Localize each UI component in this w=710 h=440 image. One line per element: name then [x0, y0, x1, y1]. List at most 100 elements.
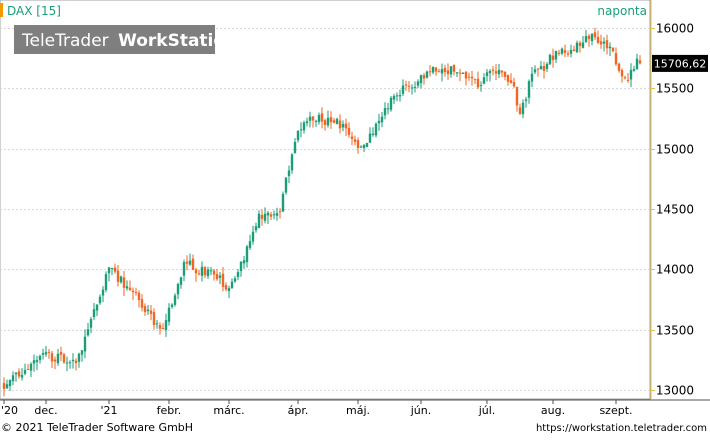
candle-body	[215, 274, 219, 280]
candle	[461, 72, 465, 74]
candle-body	[242, 260, 246, 264]
candle-body	[305, 121, 309, 124]
candle-body	[92, 309, 96, 318]
source-url-link[interactable]: https://workstation.teletrader.com	[536, 423, 707, 434]
candle-body	[188, 260, 192, 265]
candle	[5, 379, 9, 389]
candle	[23, 363, 27, 376]
candle-body	[497, 69, 501, 75]
candle-body	[614, 53, 618, 65]
candle	[506, 74, 510, 86]
candle	[320, 107, 324, 129]
candle-body	[245, 246, 249, 263]
candle-body	[104, 274, 108, 291]
candle-body	[308, 116, 312, 121]
period-label[interactable]: naponta	[597, 4, 647, 18]
candle	[632, 65, 636, 72]
candle-body	[602, 41, 606, 44]
candle-body	[515, 86, 519, 106]
candle	[479, 81, 483, 92]
candle	[56, 348, 60, 366]
candle-body	[521, 102, 525, 115]
candle-body	[251, 231, 255, 242]
candle-body	[236, 272, 240, 278]
candle-body	[416, 81, 420, 86]
candle	[77, 352, 81, 368]
candle-body	[458, 72, 462, 74]
candle	[227, 285, 231, 298]
x-tick-label: febr.	[157, 404, 182, 417]
candle	[431, 66, 435, 75]
candle-body	[59, 352, 63, 355]
candle	[389, 95, 393, 112]
last-price-box: 15706,62	[652, 54, 708, 72]
candle-body	[314, 120, 318, 122]
candle-body	[137, 292, 141, 301]
candle	[530, 67, 534, 88]
candle-body	[527, 81, 531, 98]
x-axis-tick-labels: '20 dec. '21 febr. márc. ápr. máj. jún. júl. aug.…	[1, 400, 633, 417]
candle	[557, 49, 561, 56]
y-tick-label: 15500	[656, 82, 694, 96]
candle-body	[467, 76, 471, 78]
candle	[200, 261, 204, 282]
symbol-label[interactable]: DAX [15]	[7, 4, 61, 18]
candle	[620, 68, 624, 83]
candle	[233, 276, 237, 283]
candle-body	[425, 71, 429, 78]
candles	[2, 27, 642, 397]
candle-body	[464, 71, 468, 79]
candle	[266, 210, 270, 224]
candle-body	[608, 46, 612, 49]
candle-body	[26, 368, 30, 370]
candle-body	[29, 363, 33, 371]
candle	[215, 269, 219, 281]
candle	[224, 282, 228, 292]
candle	[245, 244, 249, 268]
candle	[134, 287, 138, 296]
candle-body	[269, 214, 273, 217]
candle	[512, 77, 516, 88]
candle	[386, 102, 390, 115]
candle-body	[23, 370, 27, 374]
candle-body	[311, 116, 315, 121]
candle	[206, 266, 210, 280]
candle-body	[341, 123, 345, 128]
candle-body	[230, 281, 234, 289]
candle	[458, 68, 462, 82]
candle-body	[419, 75, 423, 84]
candle-body	[185, 261, 189, 264]
candle	[602, 37, 606, 52]
candle-body	[107, 267, 111, 274]
candle-body	[374, 123, 378, 136]
candle-body	[167, 307, 171, 322]
candle	[335, 117, 339, 125]
candle-body	[326, 117, 330, 126]
candle-body	[473, 78, 477, 80]
candle	[269, 211, 273, 220]
candle	[533, 65, 537, 75]
candle	[623, 75, 627, 80]
candle-body	[320, 113, 324, 122]
candle-body	[74, 360, 78, 364]
candle-body	[626, 79, 630, 81]
candle-body	[119, 276, 123, 283]
candle	[296, 130, 300, 143]
candle-body	[98, 296, 102, 304]
candle	[617, 62, 621, 73]
candle-body	[329, 117, 333, 123]
candle	[443, 64, 447, 77]
candle	[173, 293, 177, 307]
candle	[116, 265, 120, 287]
y-tick-label: 14500	[656, 203, 694, 217]
candle-body	[560, 48, 564, 54]
candle	[494, 64, 498, 81]
symbol-marker	[0, 3, 3, 17]
x-tick-label: '21	[100, 404, 117, 417]
candle-body	[323, 120, 327, 125]
candle-body	[632, 69, 636, 71]
candle	[62, 352, 66, 364]
candle-body	[512, 81, 516, 87]
last-price-value: 15706,62	[654, 57, 707, 70]
